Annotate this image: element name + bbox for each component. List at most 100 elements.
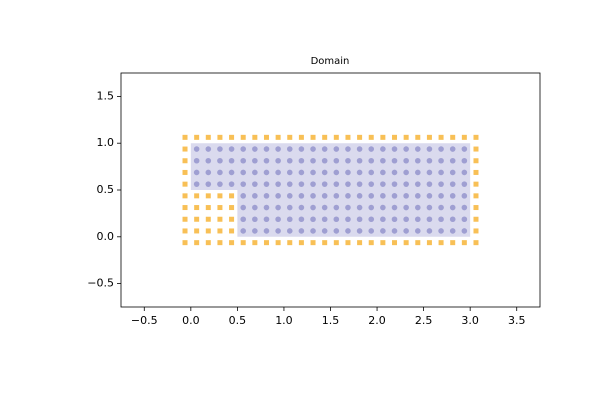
circle-point bbox=[345, 204, 351, 211]
circle-point bbox=[298, 181, 305, 187]
circle-point bbox=[391, 228, 398, 234]
circle-point bbox=[205, 157, 212, 164]
circle-point bbox=[368, 157, 375, 164]
circle-point bbox=[403, 228, 409, 234]
circle-point bbox=[321, 193, 328, 199]
circle-point bbox=[263, 146, 270, 152]
square-point bbox=[473, 193, 479, 199]
x-tick-label: 1.0 bbox=[275, 314, 293, 327]
circle-point bbox=[426, 157, 433, 164]
square-point bbox=[194, 193, 200, 199]
circle-point bbox=[205, 146, 212, 152]
x-tick-label: 3.0 bbox=[461, 314, 479, 327]
circle-point bbox=[263, 157, 270, 164]
x-tick-label: 0.5 bbox=[229, 314, 247, 327]
square-point bbox=[473, 146, 479, 152]
square-point bbox=[357, 134, 363, 140]
y-tick-label: 1.0 bbox=[97, 136, 115, 149]
square-point bbox=[298, 240, 304, 246]
square-point bbox=[461, 134, 467, 140]
circle-point bbox=[461, 169, 468, 176]
square-point bbox=[275, 240, 281, 246]
circle-point bbox=[321, 169, 328, 176]
circle-point bbox=[205, 181, 212, 187]
circle-point bbox=[333, 157, 340, 164]
circle-point bbox=[391, 157, 398, 164]
circle-point bbox=[321, 216, 328, 223]
circle-point bbox=[286, 157, 293, 164]
circle-point bbox=[461, 193, 468, 199]
square-point bbox=[310, 134, 316, 140]
circle-point bbox=[414, 204, 421, 211]
x-tick-label: 0.0 bbox=[182, 314, 200, 327]
y-tick-label: −0.5 bbox=[87, 277, 114, 290]
circle-point bbox=[368, 181, 375, 187]
circle-point bbox=[391, 193, 398, 199]
circle-point bbox=[380, 157, 386, 164]
circle-point bbox=[321, 228, 328, 234]
square-point bbox=[240, 240, 246, 246]
square-point bbox=[182, 169, 188, 175]
circle-point bbox=[380, 204, 386, 211]
square-point bbox=[182, 205, 188, 211]
circle-point bbox=[345, 146, 351, 152]
circle-point bbox=[356, 228, 363, 234]
circle-point bbox=[438, 157, 444, 164]
y-tick-label: 1.5 bbox=[97, 89, 115, 102]
square-point bbox=[426, 134, 432, 140]
circle-point bbox=[380, 216, 386, 223]
x-tick-label: 1.5 bbox=[322, 314, 340, 327]
x-tick-label: 2.5 bbox=[415, 314, 433, 327]
square-point bbox=[194, 240, 200, 246]
square-point bbox=[229, 216, 235, 222]
square-point bbox=[403, 134, 409, 140]
circle-point bbox=[414, 146, 421, 152]
square-point bbox=[182, 158, 188, 164]
square-point bbox=[357, 240, 363, 246]
circle-point bbox=[252, 204, 258, 211]
circle-point bbox=[426, 204, 433, 211]
circle-point bbox=[414, 216, 421, 223]
square-point bbox=[473, 228, 479, 234]
circle-point bbox=[252, 169, 258, 176]
circle-point bbox=[228, 146, 235, 152]
y-tick-label: 0.5 bbox=[97, 183, 115, 196]
circle-point bbox=[286, 193, 293, 199]
circle-point bbox=[368, 216, 375, 223]
circle-point bbox=[193, 169, 200, 176]
circle-point bbox=[263, 228, 270, 234]
square-point bbox=[194, 134, 200, 140]
circle-point bbox=[449, 193, 456, 199]
square-point bbox=[403, 240, 409, 246]
circle-point bbox=[414, 181, 421, 187]
circle-point bbox=[449, 228, 456, 234]
circle-point bbox=[356, 169, 363, 176]
circle-point bbox=[286, 204, 293, 211]
square-point bbox=[368, 240, 374, 246]
circle-point bbox=[403, 146, 409, 152]
circle-point bbox=[356, 157, 363, 164]
x-tick-label: 2.0 bbox=[368, 314, 386, 327]
circle-point bbox=[368, 193, 375, 199]
square-point bbox=[473, 134, 479, 140]
square-point bbox=[182, 240, 188, 246]
circle-point bbox=[310, 181, 316, 187]
circle-point bbox=[449, 169, 456, 176]
circle-point bbox=[414, 157, 421, 164]
square-point bbox=[368, 134, 374, 140]
circle-point bbox=[275, 228, 281, 234]
circle-point bbox=[356, 146, 363, 152]
circle-point bbox=[310, 204, 316, 211]
circle-point bbox=[240, 157, 247, 164]
square-point bbox=[473, 216, 479, 222]
square-point bbox=[461, 240, 467, 246]
circle-point bbox=[449, 204, 456, 211]
circle-point bbox=[193, 157, 200, 164]
circle-point bbox=[217, 169, 223, 176]
circle-point bbox=[263, 169, 270, 176]
square-point bbox=[194, 205, 200, 211]
circle-point bbox=[310, 146, 316, 152]
square-point bbox=[205, 240, 211, 246]
square-point bbox=[229, 193, 235, 199]
